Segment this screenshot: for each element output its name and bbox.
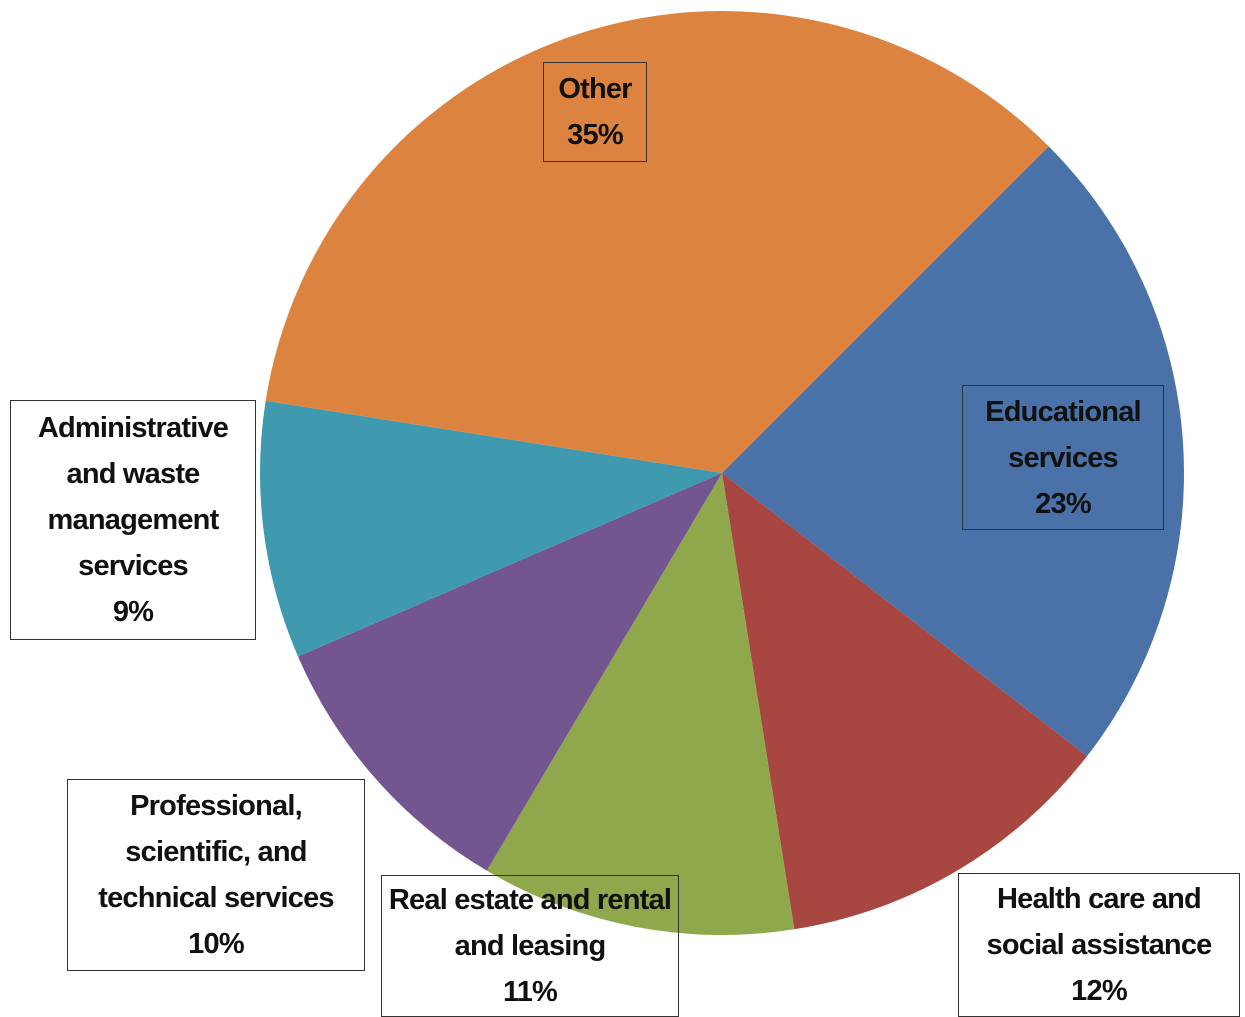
data-label: Health care and social assistance 12% bbox=[958, 873, 1240, 1017]
value-label: 10% bbox=[188, 928, 244, 960]
pie-slice bbox=[260, 400, 722, 657]
pie-slice bbox=[722, 473, 1088, 930]
category-label: Other bbox=[558, 73, 632, 105]
value-label: 12% bbox=[1071, 975, 1127, 1007]
category-label: Educational services bbox=[985, 395, 1141, 474]
category-label: Real estate and rental and leasing bbox=[388, 884, 672, 962]
pie-slice bbox=[486, 473, 795, 935]
value-label: 9% bbox=[112, 596, 154, 628]
data-label: Other 35% bbox=[543, 62, 647, 162]
pie-slice bbox=[297, 473, 722, 871]
data-label: Administrative and waste management serv… bbox=[10, 400, 256, 640]
pie-slice bbox=[722, 146, 1184, 757]
data-label: Educational services 23% bbox=[962, 385, 1164, 530]
value-label: 35% bbox=[567, 119, 623, 151]
pie-slice bbox=[265, 10, 1049, 473]
category-label: Administrative and waste management serv… bbox=[37, 412, 229, 582]
category-label: Professional, scientific, and technical … bbox=[98, 790, 334, 914]
category-label: Health care and social assistance bbox=[986, 883, 1213, 961]
data-label: Professional, scientific, and technical … bbox=[67, 779, 365, 971]
value-label: 11% bbox=[502, 976, 558, 1008]
data-label: Real estate and rental and leasing 11% bbox=[381, 875, 679, 1017]
value-label: 23% bbox=[1035, 487, 1091, 520]
